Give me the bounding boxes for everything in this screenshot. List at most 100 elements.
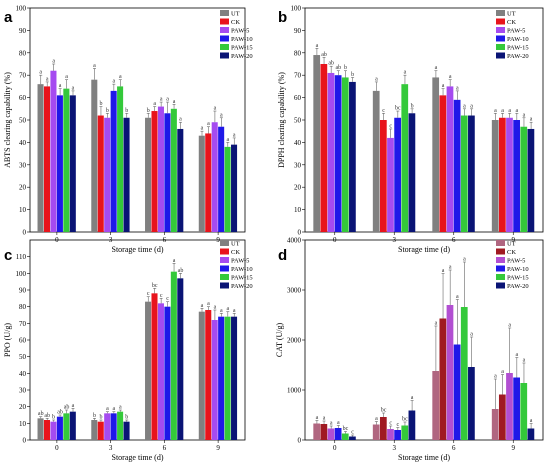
bar bbox=[439, 318, 447, 440]
legend-swatch bbox=[220, 27, 229, 33]
panel-label: d bbox=[278, 247, 287, 264]
significance-letter: a bbox=[494, 108, 497, 114]
y-tick-label: 10 bbox=[294, 206, 302, 214]
bar bbox=[231, 144, 238, 232]
chart-panel-a: 0 10 20 30 40 50 60 70 80 90 100 ABTS clearing capa… bbox=[3, 5, 253, 255]
x-tick-label: 3 bbox=[393, 444, 397, 452]
significance-letter: b bbox=[52, 415, 55, 421]
bar bbox=[491, 120, 499, 232]
significance-letter: a bbox=[106, 406, 109, 412]
y-tick-label: 70 bbox=[19, 72, 27, 80]
bar bbox=[50, 421, 57, 440]
bar bbox=[341, 77, 349, 232]
bar bbox=[157, 303, 164, 440]
significance-letter: a bbox=[39, 70, 42, 76]
significance-letter: a bbox=[119, 74, 122, 80]
bar bbox=[408, 113, 416, 232]
significance-letter: a bbox=[449, 74, 452, 80]
y-tick-label: 30 bbox=[294, 161, 302, 169]
significance-letter: a bbox=[52, 59, 55, 65]
legend-label: CK bbox=[507, 249, 516, 256]
significance-letter: bc bbox=[402, 417, 408, 423]
bar bbox=[63, 413, 70, 440]
y-tick-label: 110 bbox=[16, 253, 27, 261]
bar bbox=[205, 133, 212, 232]
significance-letter: a bbox=[119, 405, 122, 411]
significance-letter: b bbox=[93, 413, 96, 419]
x-axis-label: Storage time (d) bbox=[398, 245, 450, 254]
bar bbox=[170, 108, 177, 232]
bar bbox=[468, 367, 475, 440]
bar bbox=[157, 106, 164, 232]
significance-letter: ab bbox=[178, 268, 184, 274]
bar bbox=[151, 111, 158, 232]
legend-label: PAW-15 bbox=[507, 275, 529, 282]
legend-swatch bbox=[220, 257, 229, 263]
significance-letter: b bbox=[99, 101, 102, 107]
significance-letter: a bbox=[226, 137, 229, 143]
significance-letter: a bbox=[72, 85, 75, 91]
significance-letter: a bbox=[404, 70, 407, 76]
bar bbox=[56, 95, 63, 232]
bar bbox=[145, 301, 152, 440]
significance-letter: ab bbox=[57, 410, 63, 416]
significance-letter: c bbox=[160, 293, 163, 299]
bar bbox=[164, 306, 171, 440]
bar bbox=[320, 424, 328, 440]
y-tick-label: 10 bbox=[19, 206, 27, 214]
legend-swatch bbox=[496, 257, 505, 263]
significance-letter: a bbox=[411, 395, 414, 401]
bar bbox=[341, 433, 349, 440]
y-tick-label: 60 bbox=[294, 94, 302, 102]
y-tick-label: 50 bbox=[19, 353, 27, 361]
bar bbox=[432, 371, 440, 440]
bar bbox=[468, 115, 475, 232]
bar bbox=[43, 86, 51, 233]
significance-letter: a bbox=[160, 97, 163, 103]
legend-label: PAW-10 bbox=[231, 266, 253, 273]
bar bbox=[43, 420, 51, 440]
legend-label: PAW-20 bbox=[507, 53, 529, 60]
bar bbox=[527, 128, 535, 232]
legend-swatch bbox=[496, 27, 505, 33]
significance-letter: b bbox=[351, 72, 354, 78]
significance-letter: ab bbox=[335, 65, 341, 71]
bar bbox=[218, 316, 225, 440]
significance-letter: a bbox=[207, 121, 210, 127]
bar bbox=[313, 55, 321, 232]
bar bbox=[224, 316, 231, 440]
x-axis-label: Storage time (d) bbox=[112, 245, 164, 254]
panel-label: a bbox=[4, 9, 13, 26]
legend-label: PAW-5 bbox=[231, 258, 249, 265]
y-axis-label: PPO (U/g) bbox=[3, 323, 12, 357]
legend-swatch bbox=[496, 265, 505, 272]
significance-letter: c bbox=[147, 291, 150, 297]
bar bbox=[446, 305, 454, 440]
bar bbox=[387, 429, 394, 440]
significance-letter: a bbox=[220, 112, 223, 118]
bar bbox=[123, 421, 130, 440]
significance-letter: a bbox=[456, 294, 459, 300]
legend-swatch bbox=[220, 10, 229, 16]
significance-letter: a bbox=[435, 65, 438, 71]
significance-letter: a bbox=[153, 101, 156, 107]
bar bbox=[104, 117, 111, 232]
x-axis-label: Storage time (d) bbox=[112, 453, 164, 462]
legend-label: PAW-20 bbox=[507, 283, 529, 290]
significance-letter: b bbox=[147, 108, 150, 114]
significance-letter: bc bbox=[152, 283, 158, 289]
significance-letter: a bbox=[220, 308, 223, 314]
significance-letter: a bbox=[523, 112, 526, 118]
y-tick-label: 60 bbox=[19, 94, 27, 102]
significance-letter: a bbox=[456, 85, 459, 91]
bar bbox=[379, 417, 387, 440]
bar bbox=[211, 320, 218, 440]
y-tick-label: 90 bbox=[19, 27, 27, 35]
bar bbox=[349, 436, 356, 440]
legend-label: CK bbox=[231, 19, 240, 26]
significance-letter: a bbox=[470, 103, 473, 109]
significance-letter: a bbox=[93, 63, 96, 69]
significance-letter: a bbox=[508, 323, 511, 329]
